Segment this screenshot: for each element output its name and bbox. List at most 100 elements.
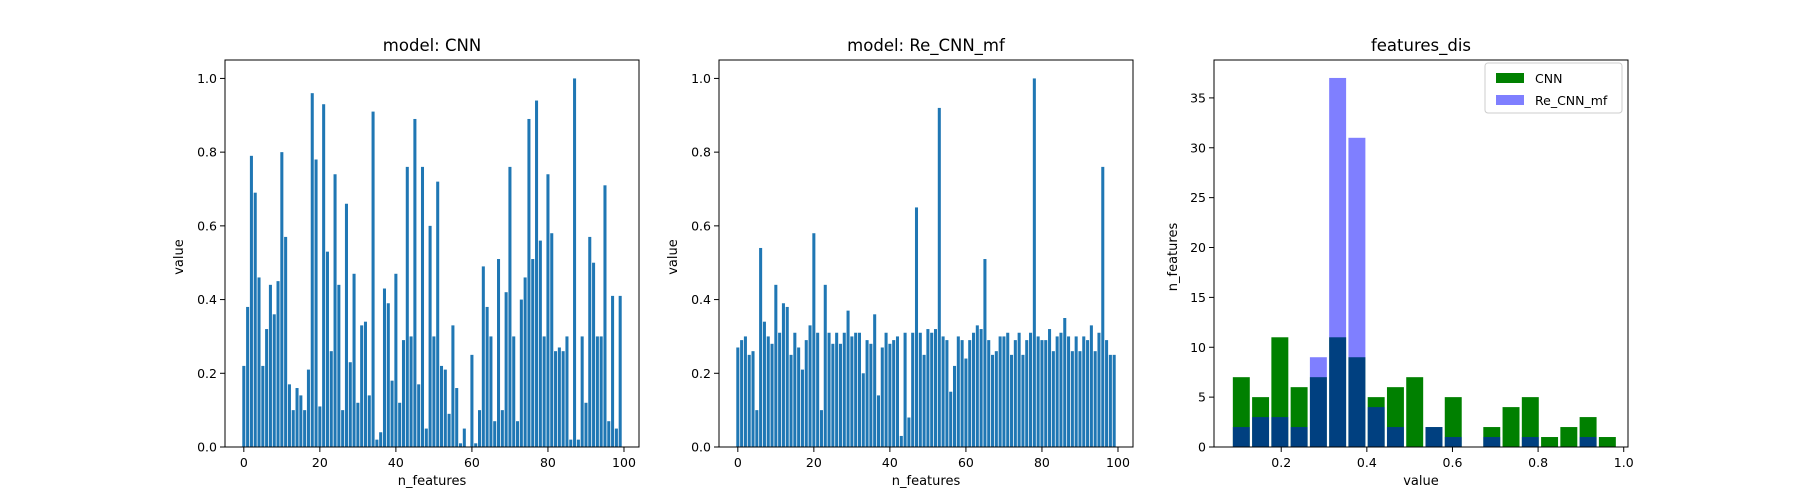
bar	[903, 332, 907, 447]
bar-cnn	[1502, 407, 1520, 447]
bar	[246, 306, 250, 447]
legend: CNN Re_CNN_mf	[1484, 62, 1623, 114]
bar	[926, 329, 930, 447]
bar	[371, 111, 375, 447]
bar-cnn	[1406, 377, 1424, 447]
bar	[869, 343, 873, 447]
bar	[478, 410, 482, 447]
bar	[284, 236, 288, 447]
bar	[1017, 332, 1021, 447]
bar	[614, 428, 618, 447]
bar-re-cnn-mf	[1444, 437, 1462, 447]
y-tick-label: 0.6	[691, 218, 711, 233]
y-tick-label: 0.6	[197, 218, 217, 233]
bar	[930, 332, 934, 447]
bar	[280, 152, 284, 447]
bar	[1048, 329, 1052, 447]
bar	[797, 347, 801, 447]
bar	[1070, 351, 1074, 447]
bar	[523, 277, 527, 447]
bar	[432, 336, 436, 447]
x-tick-label: 1.0	[1614, 455, 1634, 470]
chart-title: features_dis	[1371, 36, 1471, 56]
bar	[261, 365, 265, 447]
bar	[382, 288, 386, 447]
bar	[474, 443, 478, 447]
bar	[975, 325, 979, 447]
bar	[333, 174, 337, 447]
bar	[770, 343, 774, 447]
bar	[785, 306, 789, 447]
bar	[918, 332, 922, 447]
bar	[960, 340, 964, 447]
bar	[751, 351, 755, 447]
bar	[1093, 351, 1097, 447]
x-tick-label: 100	[612, 455, 636, 470]
legend-swatch-re-cnn-mf	[1496, 95, 1524, 105]
bar	[1059, 332, 1063, 447]
bar	[531, 259, 535, 447]
y-tick-label: 1.0	[197, 71, 217, 86]
bar	[322, 104, 326, 447]
bar	[743, 336, 747, 447]
bar	[291, 410, 295, 447]
bar	[911, 332, 915, 447]
bar-re-cnn-mf	[1309, 357, 1327, 447]
bar	[1108, 354, 1112, 447]
y-tick-label: 35	[1190, 90, 1206, 105]
y-tick-label: 0.4	[691, 292, 711, 307]
bar-re-cnn-mf	[1579, 437, 1597, 447]
bar	[512, 336, 516, 447]
bar	[854, 332, 858, 447]
bar	[933, 329, 938, 447]
y-axis-label: n_features	[1166, 223, 1181, 292]
bar	[949, 391, 953, 447]
bar	[1112, 354, 1116, 447]
bar	[835, 332, 839, 447]
bar	[299, 395, 303, 447]
bar	[983, 259, 987, 447]
bar	[762, 321, 766, 447]
bar	[588, 236, 592, 447]
bar	[895, 336, 900, 447]
bar	[1040, 340, 1044, 447]
x-tick-label: 40	[388, 455, 404, 470]
bar	[846, 310, 850, 447]
legend-label-cnn: CNN	[1535, 71, 1562, 86]
bar	[428, 225, 432, 447]
axes-frame	[1213, 59, 1629, 448]
bar-cnn	[1560, 427, 1578, 447]
bar	[611, 295, 615, 447]
bar-re-cnn-mf	[1232, 427, 1250, 447]
bar	[972, 332, 976, 447]
bar	[808, 325, 812, 447]
bar	[481, 266, 485, 447]
bar	[576, 439, 580, 447]
bar	[360, 325, 364, 447]
bar	[759, 247, 763, 447]
bar	[394, 273, 398, 447]
y-tick-label: 1.0	[691, 71, 711, 86]
bar	[386, 303, 390, 447]
bar	[584, 402, 588, 447]
bar	[516, 421, 520, 447]
x-axis-label: value	[1403, 474, 1439, 489]
bar	[922, 354, 926, 447]
bar	[344, 203, 348, 447]
x-tick-label: 60	[464, 455, 480, 470]
bar	[436, 181, 440, 447]
bar	[1097, 332, 1101, 447]
bar	[952, 365, 957, 447]
x-tick-label: 60	[958, 455, 974, 470]
y-axis-label: value	[172, 239, 187, 275]
bar-re-cnn-mf	[1252, 417, 1270, 447]
bar	[462, 428, 466, 447]
bar	[265, 329, 269, 447]
bar	[873, 314, 877, 447]
bar	[493, 421, 497, 447]
bar	[295, 388, 299, 447]
bar	[424, 428, 428, 447]
bar	[417, 384, 421, 447]
bar	[793, 332, 797, 447]
